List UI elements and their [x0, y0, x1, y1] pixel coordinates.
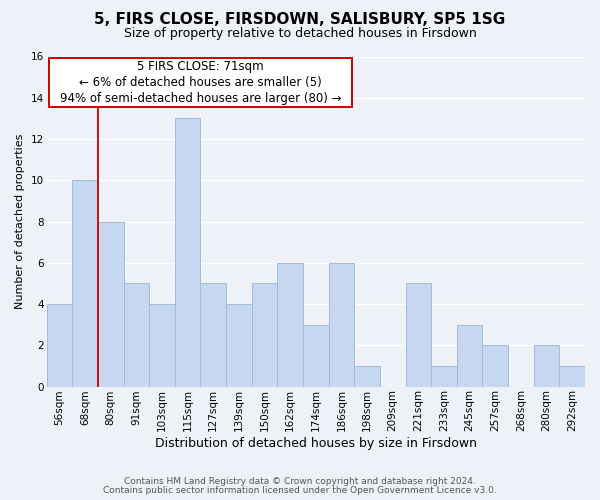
Bar — [251, 284, 277, 387]
Bar — [559, 366, 585, 386]
Bar — [457, 324, 482, 386]
Bar — [149, 304, 175, 386]
Bar — [98, 222, 124, 386]
Bar — [72, 180, 98, 386]
Bar — [47, 304, 72, 386]
Y-axis label: Number of detached properties: Number of detached properties — [15, 134, 25, 309]
Text: Contains public sector information licensed under the Open Government Licence v3: Contains public sector information licen… — [103, 486, 497, 495]
FancyBboxPatch shape — [49, 58, 352, 107]
Bar — [482, 346, 508, 387]
Bar — [226, 304, 251, 386]
Bar — [406, 284, 431, 387]
Bar — [175, 118, 200, 386]
Bar — [124, 284, 149, 387]
Bar — [354, 366, 380, 386]
X-axis label: Distribution of detached houses by size in Firsdown: Distribution of detached houses by size … — [155, 437, 477, 450]
Bar — [534, 346, 559, 387]
Text: 5 FIRS CLOSE: 71sqm: 5 FIRS CLOSE: 71sqm — [137, 60, 264, 73]
Bar — [303, 324, 329, 386]
Bar — [329, 263, 354, 386]
Text: Contains HM Land Registry data © Crown copyright and database right 2024.: Contains HM Land Registry data © Crown c… — [124, 477, 476, 486]
Bar — [277, 263, 303, 386]
Text: ← 6% of detached houses are smaller (5): ← 6% of detached houses are smaller (5) — [79, 76, 322, 89]
Text: Size of property relative to detached houses in Firsdown: Size of property relative to detached ho… — [124, 28, 476, 40]
Bar — [431, 366, 457, 386]
Text: 5, FIRS CLOSE, FIRSDOWN, SALISBURY, SP5 1SG: 5, FIRS CLOSE, FIRSDOWN, SALISBURY, SP5 … — [94, 12, 506, 28]
Bar — [200, 284, 226, 387]
Text: 94% of semi-detached houses are larger (80) →: 94% of semi-detached houses are larger (… — [59, 92, 341, 106]
